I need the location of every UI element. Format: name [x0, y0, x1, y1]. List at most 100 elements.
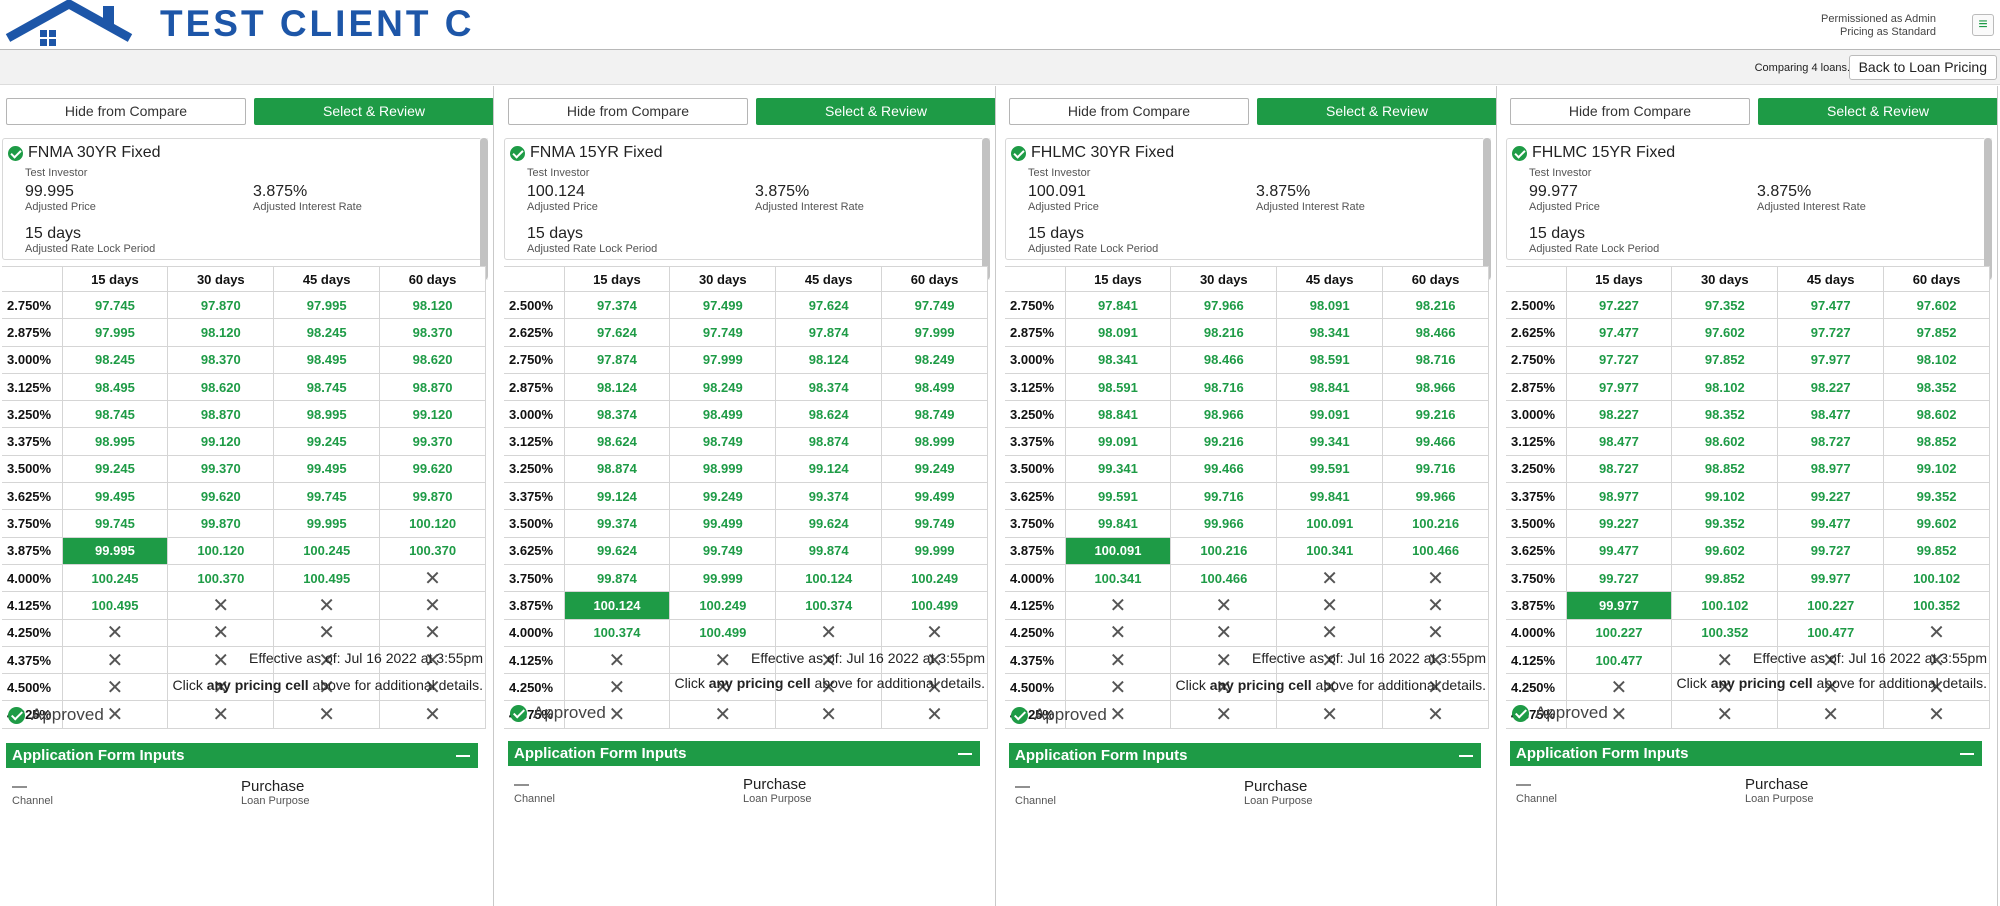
pricing-cell[interactable]: 99.124 [775, 454, 883, 484]
selected-pricing-cell[interactable]: 100.124 [563, 591, 671, 620]
pricing-cell[interactable]: 100.245 [61, 563, 169, 593]
pricing-cell[interactable]: 99.624 [563, 536, 671, 565]
hide-from-compare-button[interactable]: Hide from Compare [1510, 98, 1750, 125]
pricing-cell[interactable]: 99.249 [669, 482, 777, 511]
pricing-cell[interactable]: 97.874 [563, 345, 671, 374]
pricing-cell[interactable]: 98.466 [1382, 318, 1489, 347]
hide-from-compare-button[interactable]: Hide from Compare [6, 98, 246, 125]
pricing-cell[interactable]: 98.466 [1170, 345, 1278, 374]
pricing-cell[interactable]: 99.977 [1777, 563, 1885, 593]
pricing-cell[interactable]: 98.995 [61, 427, 169, 456]
pricing-cell[interactable]: 99.216 [1170, 427, 1278, 456]
pricing-cell[interactable]: 98.624 [563, 427, 671, 456]
pricing-cell[interactable]: 98.620 [379, 345, 486, 374]
pricing-cell[interactable]: 98.749 [669, 427, 777, 456]
pricing-cell[interactable]: 98.216 [1382, 290, 1489, 320]
pricing-cell[interactable]: 97.727 [1777, 318, 1885, 347]
collapse-icon[interactable] [1459, 755, 1473, 757]
pricing-cell[interactable]: 99.749 [881, 509, 988, 538]
pricing-cell[interactable]: 97.602 [1883, 290, 1990, 320]
pricing-cell[interactable]: 98.477 [1565, 427, 1673, 456]
pricing-cell[interactable]: 97.477 [1565, 318, 1673, 347]
pricing-cell[interactable]: 99.227 [1777, 482, 1885, 511]
pricing-cell[interactable]: 99.249 [881, 454, 988, 484]
pricing-cell[interactable]: 98.245 [273, 318, 381, 347]
pricing-cell[interactable]: 99.124 [563, 482, 671, 511]
pricing-cell[interactable]: 99.624 [775, 509, 883, 538]
pricing-cell[interactable]: 98.977 [1777, 454, 1885, 484]
pricing-cell[interactable]: 99.995 [273, 509, 381, 538]
pricing-cell[interactable]: 100.091 [1276, 509, 1384, 538]
scrollbar[interactable] [1483, 138, 1491, 280]
pricing-cell[interactable]: 100.374 [563, 618, 671, 647]
pricing-cell[interactable]: 97.374 [563, 290, 671, 320]
pricing-cell[interactable]: 98.727 [1565, 454, 1673, 484]
pricing-cell[interactable]: 98.716 [1170, 372, 1278, 402]
pricing-cell[interactable]: 98.124 [775, 345, 883, 374]
collapse-icon[interactable] [958, 753, 972, 755]
pricing-cell[interactable]: 99.745 [61, 509, 169, 538]
select-and-review-button[interactable]: Select & Review [1257, 98, 1496, 125]
pricing-cell[interactable]: 98.727 [1777, 427, 1885, 456]
application-form-inputs-header[interactable]: Application Form Inputs [1009, 743, 1481, 768]
pricing-cell[interactable]: 99.495 [61, 482, 169, 511]
pricing-cell[interactable]: 99.874 [775, 536, 883, 565]
pricing-cell[interactable]: 97.352 [1671, 290, 1779, 320]
pricing-cell[interactable]: 99.495 [273, 454, 381, 484]
scrollbar-thumb[interactable] [1984, 138, 1992, 280]
pricing-cell[interactable]: 98.120 [167, 318, 275, 347]
pricing-cell[interactable]: 99.245 [61, 454, 169, 484]
pricing-cell[interactable]: 98.374 [775, 372, 883, 402]
pricing-cell[interactable]: 98.216 [1170, 318, 1278, 347]
pricing-cell[interactable]: 99.716 [1382, 454, 1489, 484]
collapse-icon[interactable] [456, 755, 470, 757]
menu-button[interactable]: ≡ [1972, 14, 1994, 36]
pricing-cell[interactable]: 99.370 [167, 454, 275, 484]
pricing-cell[interactable]: 98.745 [273, 372, 381, 402]
pricing-cell[interactable]: 100.495 [273, 563, 381, 593]
pricing-cell[interactable]: 97.749 [669, 318, 777, 347]
pricing-cell[interactable]: 99.374 [563, 509, 671, 538]
pricing-cell[interactable]: 98.370 [379, 318, 486, 347]
application-form-inputs-header[interactable]: Application Form Inputs [6, 743, 478, 768]
pricing-cell[interactable]: 99.870 [167, 509, 275, 538]
scrollbar-thumb[interactable] [982, 138, 990, 280]
pricing-cell[interactable]: 99.749 [669, 536, 777, 565]
pricing-cell[interactable]: 98.124 [563, 372, 671, 402]
pricing-cell[interactable]: 99.341 [1276, 427, 1384, 456]
pricing-cell[interactable]: 99.245 [273, 427, 381, 456]
select-and-review-button[interactable]: Select & Review [254, 98, 493, 125]
pricing-cell[interactable]: 98.977 [1565, 482, 1673, 511]
pricing-cell[interactable]: 100.374 [775, 591, 883, 620]
pricing-cell[interactable]: 97.841 [1064, 290, 1172, 320]
pricing-cell[interactable]: 100.249 [669, 591, 777, 620]
pricing-cell[interactable]: 97.624 [563, 318, 671, 347]
pricing-cell[interactable]: 98.102 [1883, 345, 1990, 374]
pricing-cell[interactable]: 99.966 [1382, 482, 1489, 511]
pricing-cell[interactable]: 99.466 [1382, 427, 1489, 456]
pricing-cell[interactable]: 100.495 [61, 591, 169, 620]
pricing-cell[interactable]: 98.870 [167, 400, 275, 429]
pricing-cell[interactable]: 100.124 [775, 563, 883, 593]
pricing-cell[interactable]: 99.727 [1777, 536, 1885, 565]
pricing-cell[interactable]: 99.870 [379, 482, 486, 511]
pricing-cell[interactable]: 99.370 [379, 427, 486, 456]
pricing-cell[interactable]: 100.249 [881, 563, 988, 593]
pricing-cell[interactable]: 99.727 [1565, 563, 1673, 593]
pricing-cell[interactable]: 100.499 [669, 618, 777, 647]
pricing-cell[interactable]: 97.995 [273, 290, 381, 320]
pricing-cell[interactable]: 97.602 [1671, 318, 1779, 347]
pricing-cell[interactable]: 99.341 [1064, 454, 1172, 484]
pricing-cell[interactable]: 100.477 [1565, 645, 1673, 675]
pricing-cell[interactable]: 98.745 [61, 400, 169, 429]
pricing-cell[interactable]: 100.466 [1170, 563, 1278, 593]
pricing-cell[interactable]: 99.602 [1883, 509, 1990, 538]
pricing-cell[interactable]: 99.227 [1565, 509, 1673, 538]
pricing-cell[interactable]: 97.874 [775, 318, 883, 347]
pricing-cell[interactable]: 99.477 [1777, 509, 1885, 538]
scrollbar[interactable] [480, 138, 488, 280]
pricing-cell[interactable]: 99.999 [669, 563, 777, 593]
pricing-cell[interactable]: 98.120 [379, 290, 486, 320]
pricing-cell[interactable]: 98.620 [167, 372, 275, 402]
pricing-cell[interactable]: 97.624 [775, 290, 883, 320]
